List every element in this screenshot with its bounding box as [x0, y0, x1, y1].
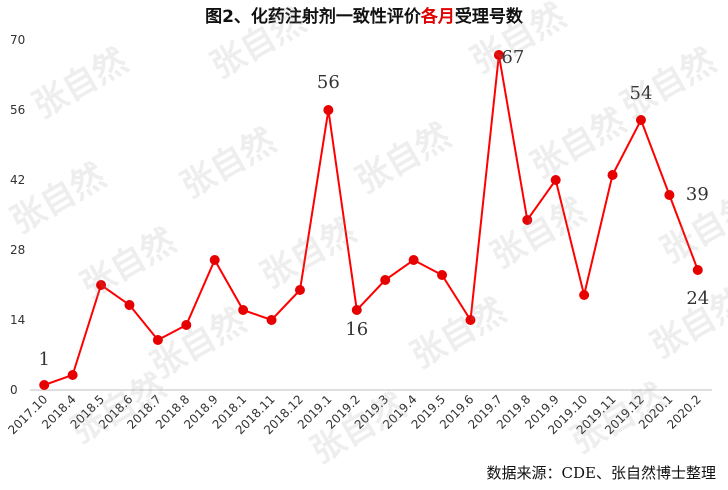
data-point [664, 190, 675, 200]
data-point [635, 115, 646, 125]
data-point [437, 270, 448, 280]
y-tick-label: 70 [10, 33, 25, 47]
data-point [266, 315, 277, 325]
data-point [181, 320, 192, 330]
y-tick-label: 28 [10, 243, 25, 257]
x-tick-label: 2017.10 [5, 392, 50, 437]
data-point [465, 315, 476, 325]
data-point [238, 305, 249, 315]
data-point [380, 275, 391, 285]
data-point [550, 175, 561, 185]
title-highlight: 各月 [420, 7, 455, 27]
title-prefix: 图2、化药注射剂一致性评价 [205, 7, 421, 27]
data-label: 1 [38, 349, 49, 370]
title-suffix: 受理号数 [454, 7, 523, 27]
y-tick-label: 14 [10, 313, 25, 327]
data-point [294, 285, 305, 295]
data-point [522, 215, 533, 225]
data-point [39, 380, 50, 390]
series-line [43, 54, 699, 386]
y-tick-label: 0 [10, 383, 18, 397]
chart-title: 图2、化药注射剂一致性评价各月受理号数 [0, 2, 728, 27]
data-label: 16 [345, 319, 368, 340]
data-point [96, 280, 107, 290]
data-point [692, 265, 703, 275]
data-point [67, 370, 78, 380]
data-point [579, 290, 590, 300]
y-tick-label: 42 [10, 173, 25, 187]
data-label: 56 [317, 72, 340, 93]
data-point [152, 335, 163, 345]
data-label: 39 [686, 184, 709, 205]
data-point [124, 300, 135, 310]
source-note: 数据来源：CDE、张自然博士整理 [486, 464, 716, 482]
data-point [323, 105, 334, 115]
y-tick-label: 56 [10, 103, 25, 117]
data-label: 54 [630, 83, 653, 104]
data-label: 67 [501, 47, 524, 68]
data-point [209, 255, 220, 265]
data-point [408, 255, 419, 265]
data-point [493, 50, 504, 60]
data-label: 24 [686, 288, 709, 309]
data-point [351, 305, 362, 315]
data-point [607, 170, 618, 180]
